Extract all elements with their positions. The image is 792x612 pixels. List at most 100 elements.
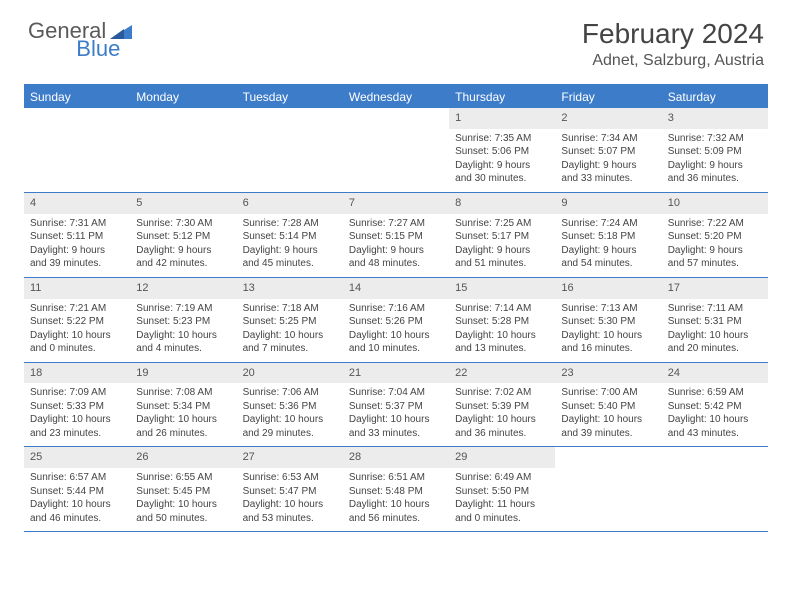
day-cell: 26Sunrise: 6:55 AMSunset: 5:45 PMDayligh… (130, 447, 236, 531)
day-cell (24, 108, 130, 192)
day-header-mon: Monday (130, 86, 236, 108)
day-header-fri: Friday (555, 86, 661, 108)
day-number: 11 (24, 278, 130, 299)
day-cell: 12Sunrise: 7:19 AMSunset: 5:23 PMDayligh… (130, 278, 236, 362)
day-number: 21 (343, 363, 449, 384)
day-details: Sunrise: 7:08 AMSunset: 5:34 PMDaylight:… (130, 383, 236, 446)
day-cell: 19Sunrise: 7:08 AMSunset: 5:34 PMDayligh… (130, 363, 236, 447)
day-number: 17 (662, 278, 768, 299)
day-details: Sunrise: 6:53 AMSunset: 5:47 PMDaylight:… (237, 468, 343, 531)
page-header: General Blue February 2024 Adnet, Salzbu… (0, 0, 792, 78)
day-cell: 28Sunrise: 6:51 AMSunset: 5:48 PMDayligh… (343, 447, 449, 531)
day-details: Sunrise: 6:49 AMSunset: 5:50 PMDaylight:… (449, 468, 555, 531)
day-cell: 27Sunrise: 6:53 AMSunset: 5:47 PMDayligh… (237, 447, 343, 531)
day-number: 29 (449, 447, 555, 468)
day-cell: 20Sunrise: 7:06 AMSunset: 5:36 PMDayligh… (237, 363, 343, 447)
title-block: February 2024 Adnet, Salzburg, Austria (582, 18, 764, 70)
day-header-wed: Wednesday (343, 86, 449, 108)
day-number: 24 (662, 363, 768, 384)
day-header-row: Sunday Monday Tuesday Wednesday Thursday… (24, 86, 768, 108)
day-details: Sunrise: 7:19 AMSunset: 5:23 PMDaylight:… (130, 299, 236, 362)
weeks-container: 1Sunrise: 7:35 AMSunset: 5:06 PMDaylight… (24, 108, 768, 532)
day-number: 27 (237, 447, 343, 468)
day-number: 22 (449, 363, 555, 384)
day-cell (555, 447, 661, 531)
day-cell: 14Sunrise: 7:16 AMSunset: 5:26 PMDayligh… (343, 278, 449, 362)
day-details: Sunrise: 7:22 AMSunset: 5:20 PMDaylight:… (662, 214, 768, 277)
day-cell: 13Sunrise: 7:18 AMSunset: 5:25 PMDayligh… (237, 278, 343, 362)
day-header-tue: Tuesday (237, 86, 343, 108)
day-cell: 29Sunrise: 6:49 AMSunset: 5:50 PMDayligh… (449, 447, 555, 531)
day-header-sun: Sunday (24, 86, 130, 108)
location-text: Adnet, Salzburg, Austria (582, 52, 764, 70)
day-cell: 18Sunrise: 7:09 AMSunset: 5:33 PMDayligh… (24, 363, 130, 447)
day-details: Sunrise: 7:00 AMSunset: 5:40 PMDaylight:… (555, 383, 661, 446)
day-number: 5 (130, 193, 236, 214)
week-row: 11Sunrise: 7:21 AMSunset: 5:22 PMDayligh… (24, 278, 768, 363)
day-details: Sunrise: 6:51 AMSunset: 5:48 PMDaylight:… (343, 468, 449, 531)
day-details: Sunrise: 7:32 AMSunset: 5:09 PMDaylight:… (662, 129, 768, 192)
day-number: 9 (555, 193, 661, 214)
day-cell (237, 108, 343, 192)
day-number: 23 (555, 363, 661, 384)
day-number: 7 (343, 193, 449, 214)
month-title: February 2024 (582, 18, 764, 50)
day-cell: 21Sunrise: 7:04 AMSunset: 5:37 PMDayligh… (343, 363, 449, 447)
day-cell: 7Sunrise: 7:27 AMSunset: 5:15 PMDaylight… (343, 193, 449, 277)
day-details: Sunrise: 7:02 AMSunset: 5:39 PMDaylight:… (449, 383, 555, 446)
day-number: 28 (343, 447, 449, 468)
brand-part2: Blue (76, 36, 120, 62)
day-number: 6 (237, 193, 343, 214)
day-number: 13 (237, 278, 343, 299)
day-cell: 1Sunrise: 7:35 AMSunset: 5:06 PMDaylight… (449, 108, 555, 192)
day-number: 4 (24, 193, 130, 214)
brand-logo: General Blue (28, 18, 180, 44)
day-cell: 10Sunrise: 7:22 AMSunset: 5:20 PMDayligh… (662, 193, 768, 277)
day-number: 8 (449, 193, 555, 214)
day-cell: 17Sunrise: 7:11 AMSunset: 5:31 PMDayligh… (662, 278, 768, 362)
day-number: 16 (555, 278, 661, 299)
day-cell: 8Sunrise: 7:25 AMSunset: 5:17 PMDaylight… (449, 193, 555, 277)
day-cell (130, 108, 236, 192)
day-details: Sunrise: 7:04 AMSunset: 5:37 PMDaylight:… (343, 383, 449, 446)
day-number: 26 (130, 447, 236, 468)
day-cell: 15Sunrise: 7:14 AMSunset: 5:28 PMDayligh… (449, 278, 555, 362)
day-details: Sunrise: 7:35 AMSunset: 5:06 PMDaylight:… (449, 129, 555, 192)
day-cell: 4Sunrise: 7:31 AMSunset: 5:11 PMDaylight… (24, 193, 130, 277)
day-cell: 3Sunrise: 7:32 AMSunset: 5:09 PMDaylight… (662, 108, 768, 192)
day-cell: 6Sunrise: 7:28 AMSunset: 5:14 PMDaylight… (237, 193, 343, 277)
day-number: 12 (130, 278, 236, 299)
day-details: Sunrise: 6:55 AMSunset: 5:45 PMDaylight:… (130, 468, 236, 531)
day-cell: 11Sunrise: 7:21 AMSunset: 5:22 PMDayligh… (24, 278, 130, 362)
day-number: 1 (449, 108, 555, 129)
day-cell: 2Sunrise: 7:34 AMSunset: 5:07 PMDaylight… (555, 108, 661, 192)
day-details: Sunrise: 7:34 AMSunset: 5:07 PMDaylight:… (555, 129, 661, 192)
calendar-grid: Sunday Monday Tuesday Wednesday Thursday… (24, 84, 768, 532)
day-details: Sunrise: 7:24 AMSunset: 5:18 PMDaylight:… (555, 214, 661, 277)
week-row: 1Sunrise: 7:35 AMSunset: 5:06 PMDaylight… (24, 108, 768, 193)
day-number: 15 (449, 278, 555, 299)
day-header-thu: Thursday (449, 86, 555, 108)
day-number: 10 (662, 193, 768, 214)
day-cell: 24Sunrise: 6:59 AMSunset: 5:42 PMDayligh… (662, 363, 768, 447)
day-number: 2 (555, 108, 661, 129)
day-number: 19 (130, 363, 236, 384)
day-cell: 22Sunrise: 7:02 AMSunset: 5:39 PMDayligh… (449, 363, 555, 447)
day-details: Sunrise: 6:59 AMSunset: 5:42 PMDaylight:… (662, 383, 768, 446)
day-cell (343, 108, 449, 192)
day-details: Sunrise: 7:31 AMSunset: 5:11 PMDaylight:… (24, 214, 130, 277)
day-details: Sunrise: 7:18 AMSunset: 5:25 PMDaylight:… (237, 299, 343, 362)
day-details: Sunrise: 7:13 AMSunset: 5:30 PMDaylight:… (555, 299, 661, 362)
day-details: Sunrise: 7:14 AMSunset: 5:28 PMDaylight:… (449, 299, 555, 362)
day-number: 20 (237, 363, 343, 384)
week-row: 4Sunrise: 7:31 AMSunset: 5:11 PMDaylight… (24, 193, 768, 278)
week-row: 25Sunrise: 6:57 AMSunset: 5:44 PMDayligh… (24, 447, 768, 532)
day-cell: 5Sunrise: 7:30 AMSunset: 5:12 PMDaylight… (130, 193, 236, 277)
day-details: Sunrise: 7:11 AMSunset: 5:31 PMDaylight:… (662, 299, 768, 362)
week-row: 18Sunrise: 7:09 AMSunset: 5:33 PMDayligh… (24, 363, 768, 448)
day-header-sat: Saturday (662, 86, 768, 108)
day-details: Sunrise: 7:28 AMSunset: 5:14 PMDaylight:… (237, 214, 343, 277)
day-details: Sunrise: 6:57 AMSunset: 5:44 PMDaylight:… (24, 468, 130, 531)
day-cell: 9Sunrise: 7:24 AMSunset: 5:18 PMDaylight… (555, 193, 661, 277)
day-details: Sunrise: 7:06 AMSunset: 5:36 PMDaylight:… (237, 383, 343, 446)
